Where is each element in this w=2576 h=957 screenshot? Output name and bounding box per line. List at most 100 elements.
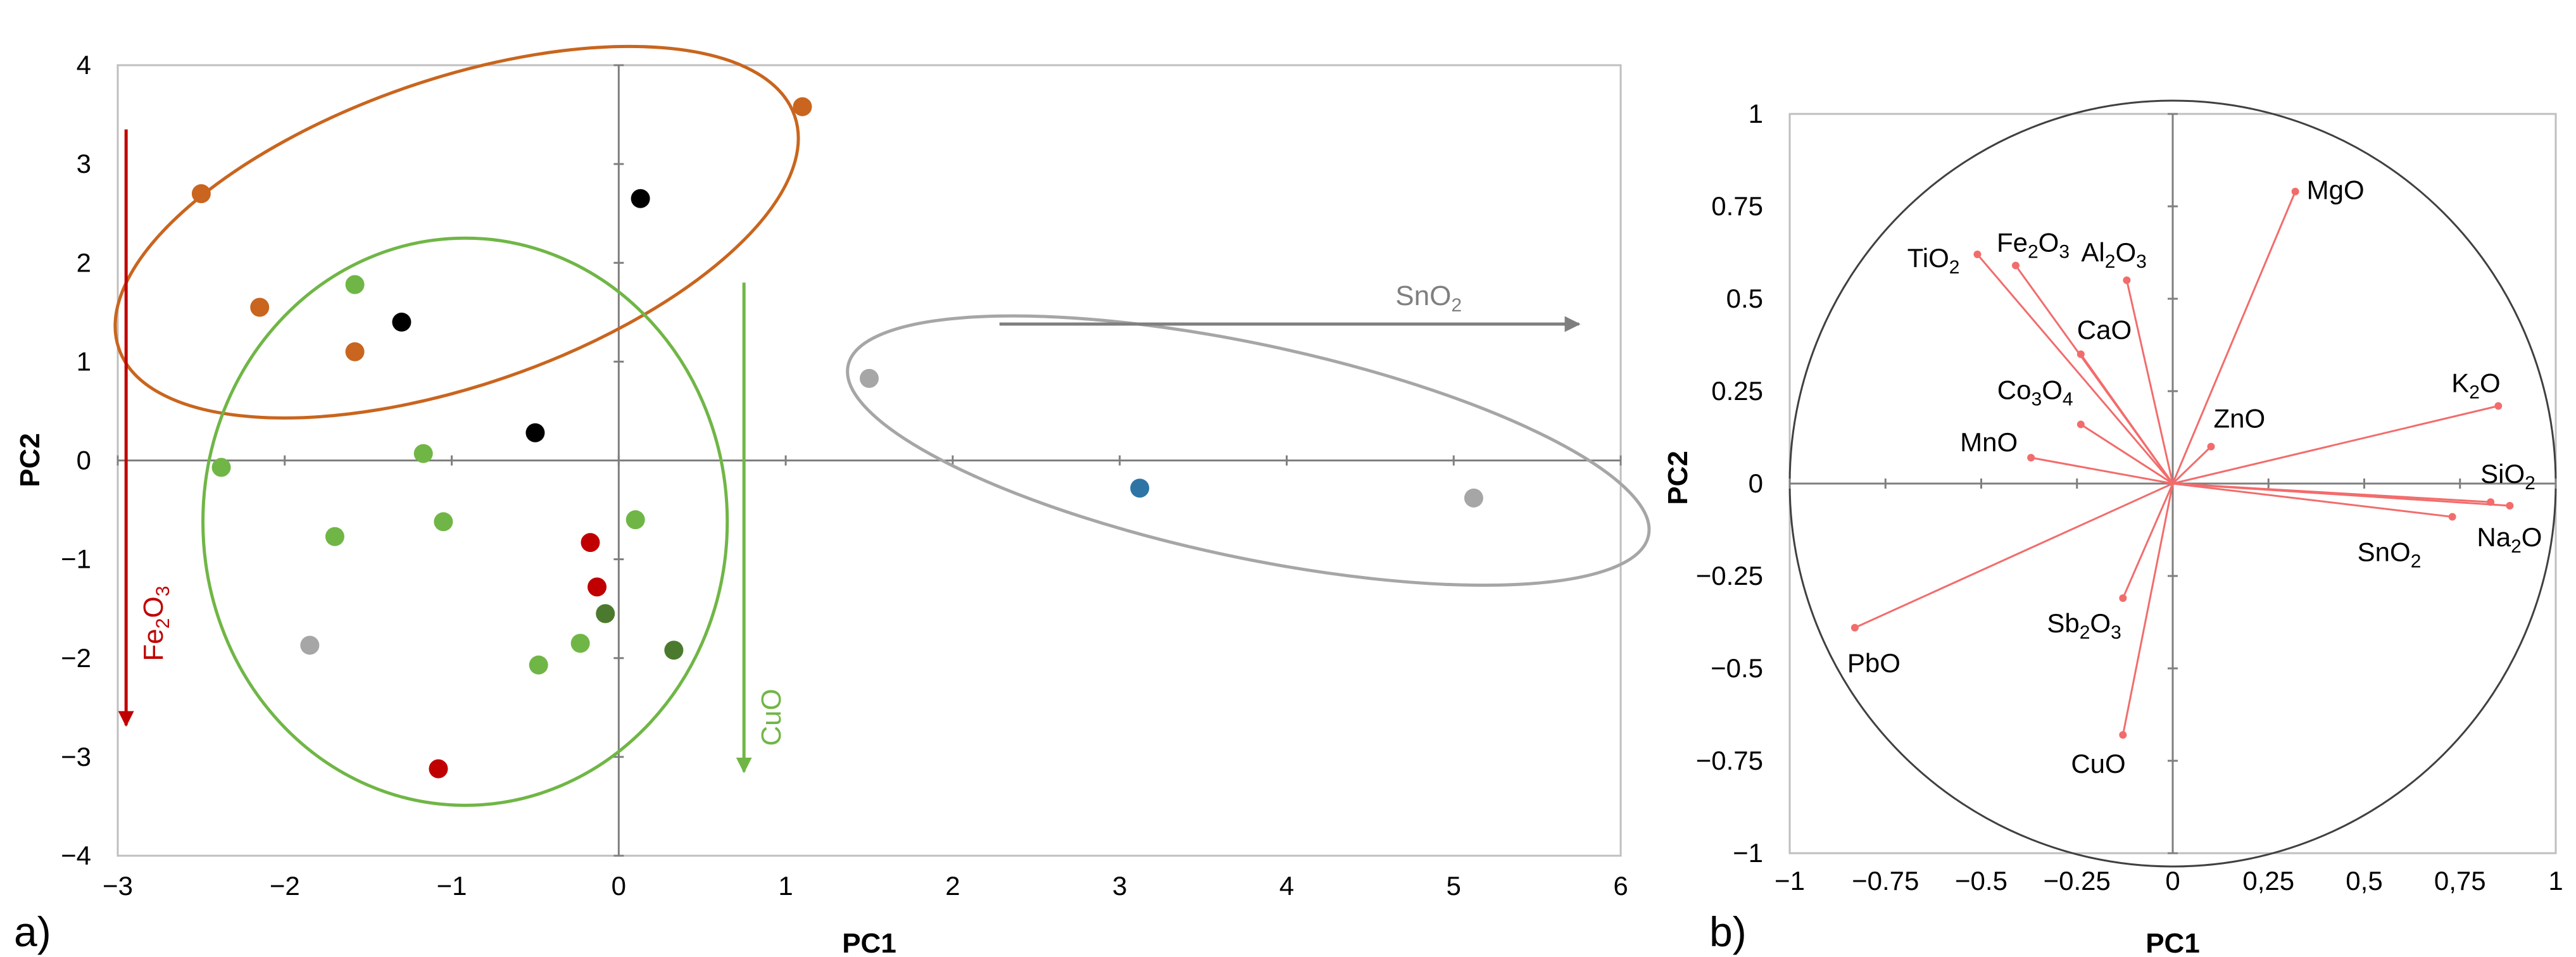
cluster-ellipse-orange [113,44,800,420]
loading-label-na2o: Na2​O [2477,522,2542,557]
loading-vector-mgo [2171,191,2296,484]
data-point-light-green [325,527,344,546]
loading-plot-ticks: −1 −0.75 −0.5 −0.25 0 0,25 0,5 0,75 1 1 0.75 0.5 0.2… [1696,99,2563,896]
score-plot-annotations: Fe2O3 CuO SnO2 [118,129,1581,773]
loading-label-sno2: SnO2​ [2358,537,2422,572]
loading-plot-x-tick-label: −1 [1775,866,1805,896]
score-plot-y-label: PC2 [15,433,46,487]
score-plot-ticks: −3 −2 −1 0 1 2 3 4 5 6 4 3 2 1 0 −1 −2 −3 −4 [61,50,1628,901]
loading-plot-y-tick-label: 0.5 [1726,284,1763,313]
score-plot-y-tick-label: 4 [77,50,91,80]
loading-plot-y-tick-label: 0.75 [1711,191,1763,221]
loading-plot-x-label: PC1 [2146,928,2200,957]
loading-point-pbo [1850,623,1859,632]
loading-label-zno: ZnO [2214,404,2266,434]
loading-plot-y-tick-label: 1 [1749,99,1763,128]
loading-vector-co3o4 [2080,423,2173,485]
loading-vector-cuo [2121,483,2174,735]
panel-label-b: b) [1709,908,1747,955]
loading-point-sb2o3 [2119,594,2127,603]
score-plot-y-tick-label: −3 [61,742,91,772]
loading-label-sio2: SiO2​ [2480,459,2535,494]
loading-point-mno [2027,454,2035,462]
loading-vector-tio2 [1976,253,2174,484]
loading-label-fe2o3: Fe2​O3​ [1997,227,2070,262]
data-point-orange [345,342,365,361]
loading-point-cao [2077,350,2085,358]
loading-plot-y-tick-label: −0.75 [1696,746,1763,775]
data-point-red [587,577,607,597]
data-point-light-green [529,655,548,675]
score-plot-points [191,97,1483,779]
score-plot-x-tick-label: 4 [1279,871,1294,901]
data-point-light-green [625,510,645,530]
loading-plot: −1 −0.75 −0.5 −0.25 0 0,25 0,5 0,75 1 1 0.75 0.5 0.2… [1662,99,2563,957]
loading-point-fe2o3 [2011,261,2020,270]
loading-plot-y-tick-label: 0 [1749,468,1763,498]
score-plot-x-label: PC1 [842,928,896,957]
data-point-gray [1464,488,1483,508]
data-point-light-green [345,275,365,294]
data-point-black [392,312,412,332]
score-plot-y-tick-label: −4 [61,841,91,870]
cuo-trend-label: CuO [756,689,787,746]
score-plot-y-tick-label: 1 [77,346,91,376]
score-plot-ellipses [113,44,1651,807]
score-plot-x-tick-label: −1 [437,871,467,901]
data-point-gray [300,635,320,655]
loading-point-mgo [2291,187,2299,196]
loading-vector-pbo [1854,482,2173,629]
score-plot-y-tick-label: 0 [77,446,91,475]
loading-plot-y-tick-label: 0.25 [1711,376,1763,406]
data-point-red [581,533,600,553]
loading-plot-y-tick-label: −0.5 [1711,653,1763,683]
loading-point-k2o [2494,402,2503,410]
loading-plot-y-tick-label: −1 [1733,838,1763,868]
loading-plot-x-tick-label: −0.75 [1852,866,1919,896]
loading-point-al2o3 [2123,276,2131,284]
loading-point-na2o [2506,502,2514,510]
data-point-dark-green [664,641,684,660]
score-plot-y-tick-label: −2 [61,643,91,673]
data-point-light-green [413,444,433,463]
loading-plot-y-label: PC2 [1662,451,1693,505]
cluster-ellipse-green [201,236,729,807]
loading-label-tio2: TiO2​ [1907,243,1960,278]
loading-point-co3o4 [2077,420,2085,428]
loading-label-sb2o3: Sb2​O3​ [2047,608,2121,643]
score-plot-x-tick-label: 6 [1613,871,1628,901]
loading-plot-x-tick-label: −0.5 [1955,866,2007,896]
score-plot-x-tick-label: 2 [945,871,960,901]
data-point-blue [1130,478,1150,498]
score-plot-x-tick-label: 3 [1112,871,1127,901]
loading-label-cao: CaO [2077,315,2132,345]
loading-vector-k2o [2172,404,2499,485]
loading-vector-mno [2030,456,2173,485]
loading-vector-al2o3 [2125,280,2174,484]
data-point-light-green [211,458,231,477]
data-point-black [631,189,650,208]
score-plot-x-tick-label: 1 [778,871,793,901]
loading-vector-cao [2080,353,2174,484]
loading-label-mgo: MgO [2307,175,2365,205]
loading-plot-x-tick-label: 0,75 [2434,866,2486,896]
loading-label-cuo: CuO [2071,749,2125,779]
score-plot-x-tick-label: −2 [270,871,300,901]
loading-label-mno: MnO [1960,427,2018,457]
sno2-trend-label: SnO2 [1395,280,1462,316]
data-point-light-green [434,512,453,532]
score-plot-y-tick-label: 3 [77,149,91,178]
loading-vector-sb2o3 [2121,483,2174,599]
panel-label-a: a) [14,908,51,955]
loading-plot-y-tick-label: −0.25 [1696,561,1763,591]
loading-point-zno [2207,442,2215,451]
score-plot-x-tick-label: 0 [612,871,626,901]
loading-plot-x-tick-label: 1 [2548,866,2563,896]
fe2o3-trend-label: Fe2O3 [138,586,173,661]
data-point-light-green [570,634,590,653]
score-plot-y-tick-label: 2 [77,247,91,277]
data-point-orange [191,184,211,203]
loading-point-cuo [2119,731,2127,739]
